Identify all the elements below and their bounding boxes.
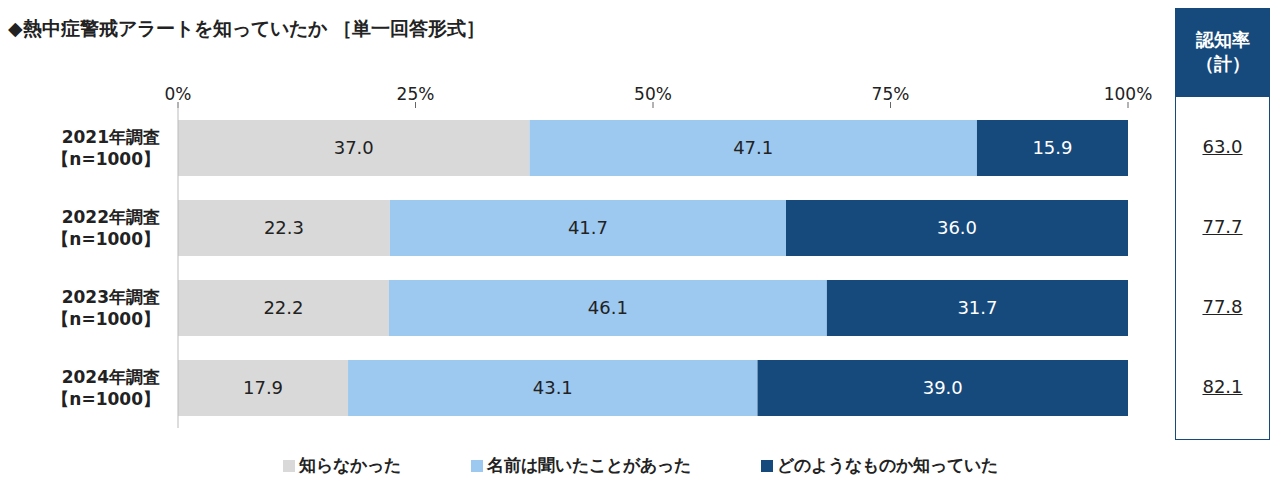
svg-text:41.7: 41.7 [568,217,608,238]
html-text:◆熱中症警戒アラートを知っていたか ［単一回答形式］: ◆熱中症警戒アラートを知っていたか ［単一回答形式］ [8,17,486,39]
svg-text:43.1: 43.1 [533,377,573,398]
svg-text:47.1: 47.1 [733,137,773,158]
html-text:82.1: 82.1 [1202,376,1243,397]
svg-text:50%: 50% [634,84,672,104]
html-text:どのようなものか知っていた: どのようなものか知っていた [776,455,998,475]
svg-text:17.9: 17.9 [243,377,283,398]
svg-text:22.2: 22.2 [263,297,303,318]
html-text:77.7: 77.7 [1202,216,1243,237]
svg-text:2022年調査【n=1000】: 2022年調査【n=1000】 [52,207,160,249]
svg-text:2021年調査【n=1000】: 2021年調査【n=1000】 [52,127,160,169]
svg-text:2024年調査【n=1000】: 2024年調査【n=1000】 [52,367,160,409]
html-text:（計）: （計） [1195,53,1250,74]
svg-text:0%: 0% [165,84,192,104]
html-text:認知率: 認知率 [1195,29,1250,50]
svg-text:31.7: 31.7 [957,297,997,318]
html-text:77.8: 77.8 [1202,296,1243,317]
html-text:名前は聞いたことがあった: 名前は聞いたことがあった [486,455,691,475]
svg-text:22.3: 22.3 [264,217,304,238]
svg-text:37.0: 37.0 [334,137,374,158]
svg-text:39.0: 39.0 [923,377,963,398]
svg-text:75%: 75% [872,84,910,104]
svg-text:2023年調査【n=1000】: 2023年調査【n=1000】 [52,287,160,329]
html-text:63.0: 63.0 [1202,136,1243,157]
html-text:知らなかった: 知らなかった [298,455,401,475]
svg-text:36.0: 36.0 [937,217,977,238]
svg-text:25%: 25% [397,84,435,104]
svg-text:100%: 100% [1104,84,1153,104]
svg-text:15.9: 15.9 [1032,137,1072,158]
svg-text:46.1: 46.1 [588,297,628,318]
